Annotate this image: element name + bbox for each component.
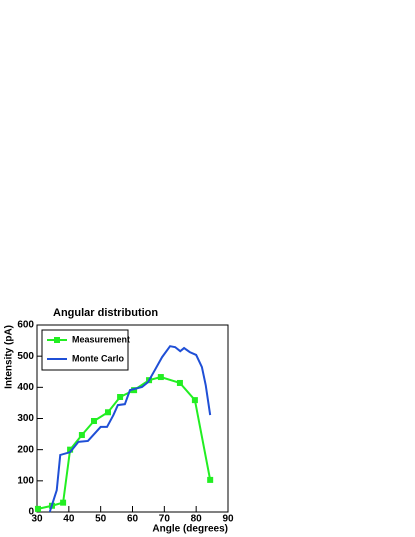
data-point: [67, 446, 74, 453]
data-point: [191, 397, 198, 404]
x-tick-label: 40: [63, 514, 75, 525]
chart-title: Angular distribution: [53, 307, 158, 319]
x-tick-label: 50: [95, 514, 107, 525]
legend-box: [41, 329, 129, 371]
data-point: [131, 387, 138, 394]
x-tick-label: 70: [159, 514, 171, 525]
data-point: [176, 379, 183, 386]
data-point: [207, 476, 214, 483]
series-line: [48, 345, 212, 513]
x-axis-title: Angle (degrees): [152, 524, 228, 535]
y-axis-title: Intensity (pA): [4, 325, 15, 389]
y-tick-label: 100: [17, 475, 34, 486]
data-point: [90, 417, 97, 424]
legend-label: Measurement: [72, 334, 130, 344]
x-tick-label: 60: [127, 514, 139, 525]
data-point: [34, 505, 41, 512]
y-tick-label: 300: [17, 413, 34, 424]
legend-label: Monte Carlo: [72, 353, 125, 363]
y-tick-label: 0: [28, 507, 34, 518]
data-point: [78, 432, 85, 439]
data-point: [117, 393, 124, 400]
y-tick-label: 400: [17, 382, 34, 393]
x-tick-label: 30: [31, 514, 43, 525]
x-tick-label: 80: [191, 514, 203, 525]
data-point: [104, 409, 111, 416]
legend-marker: [54, 337, 60, 343]
data-point: [157, 374, 164, 381]
y-tick-label: 200: [17, 444, 34, 455]
data-point: [60, 499, 67, 506]
series-line: [37, 376, 212, 510]
y-tick-label: 500: [17, 351, 34, 362]
y-tick-label: 600: [17, 320, 34, 331]
x-tick-label: 90: [222, 514, 234, 525]
